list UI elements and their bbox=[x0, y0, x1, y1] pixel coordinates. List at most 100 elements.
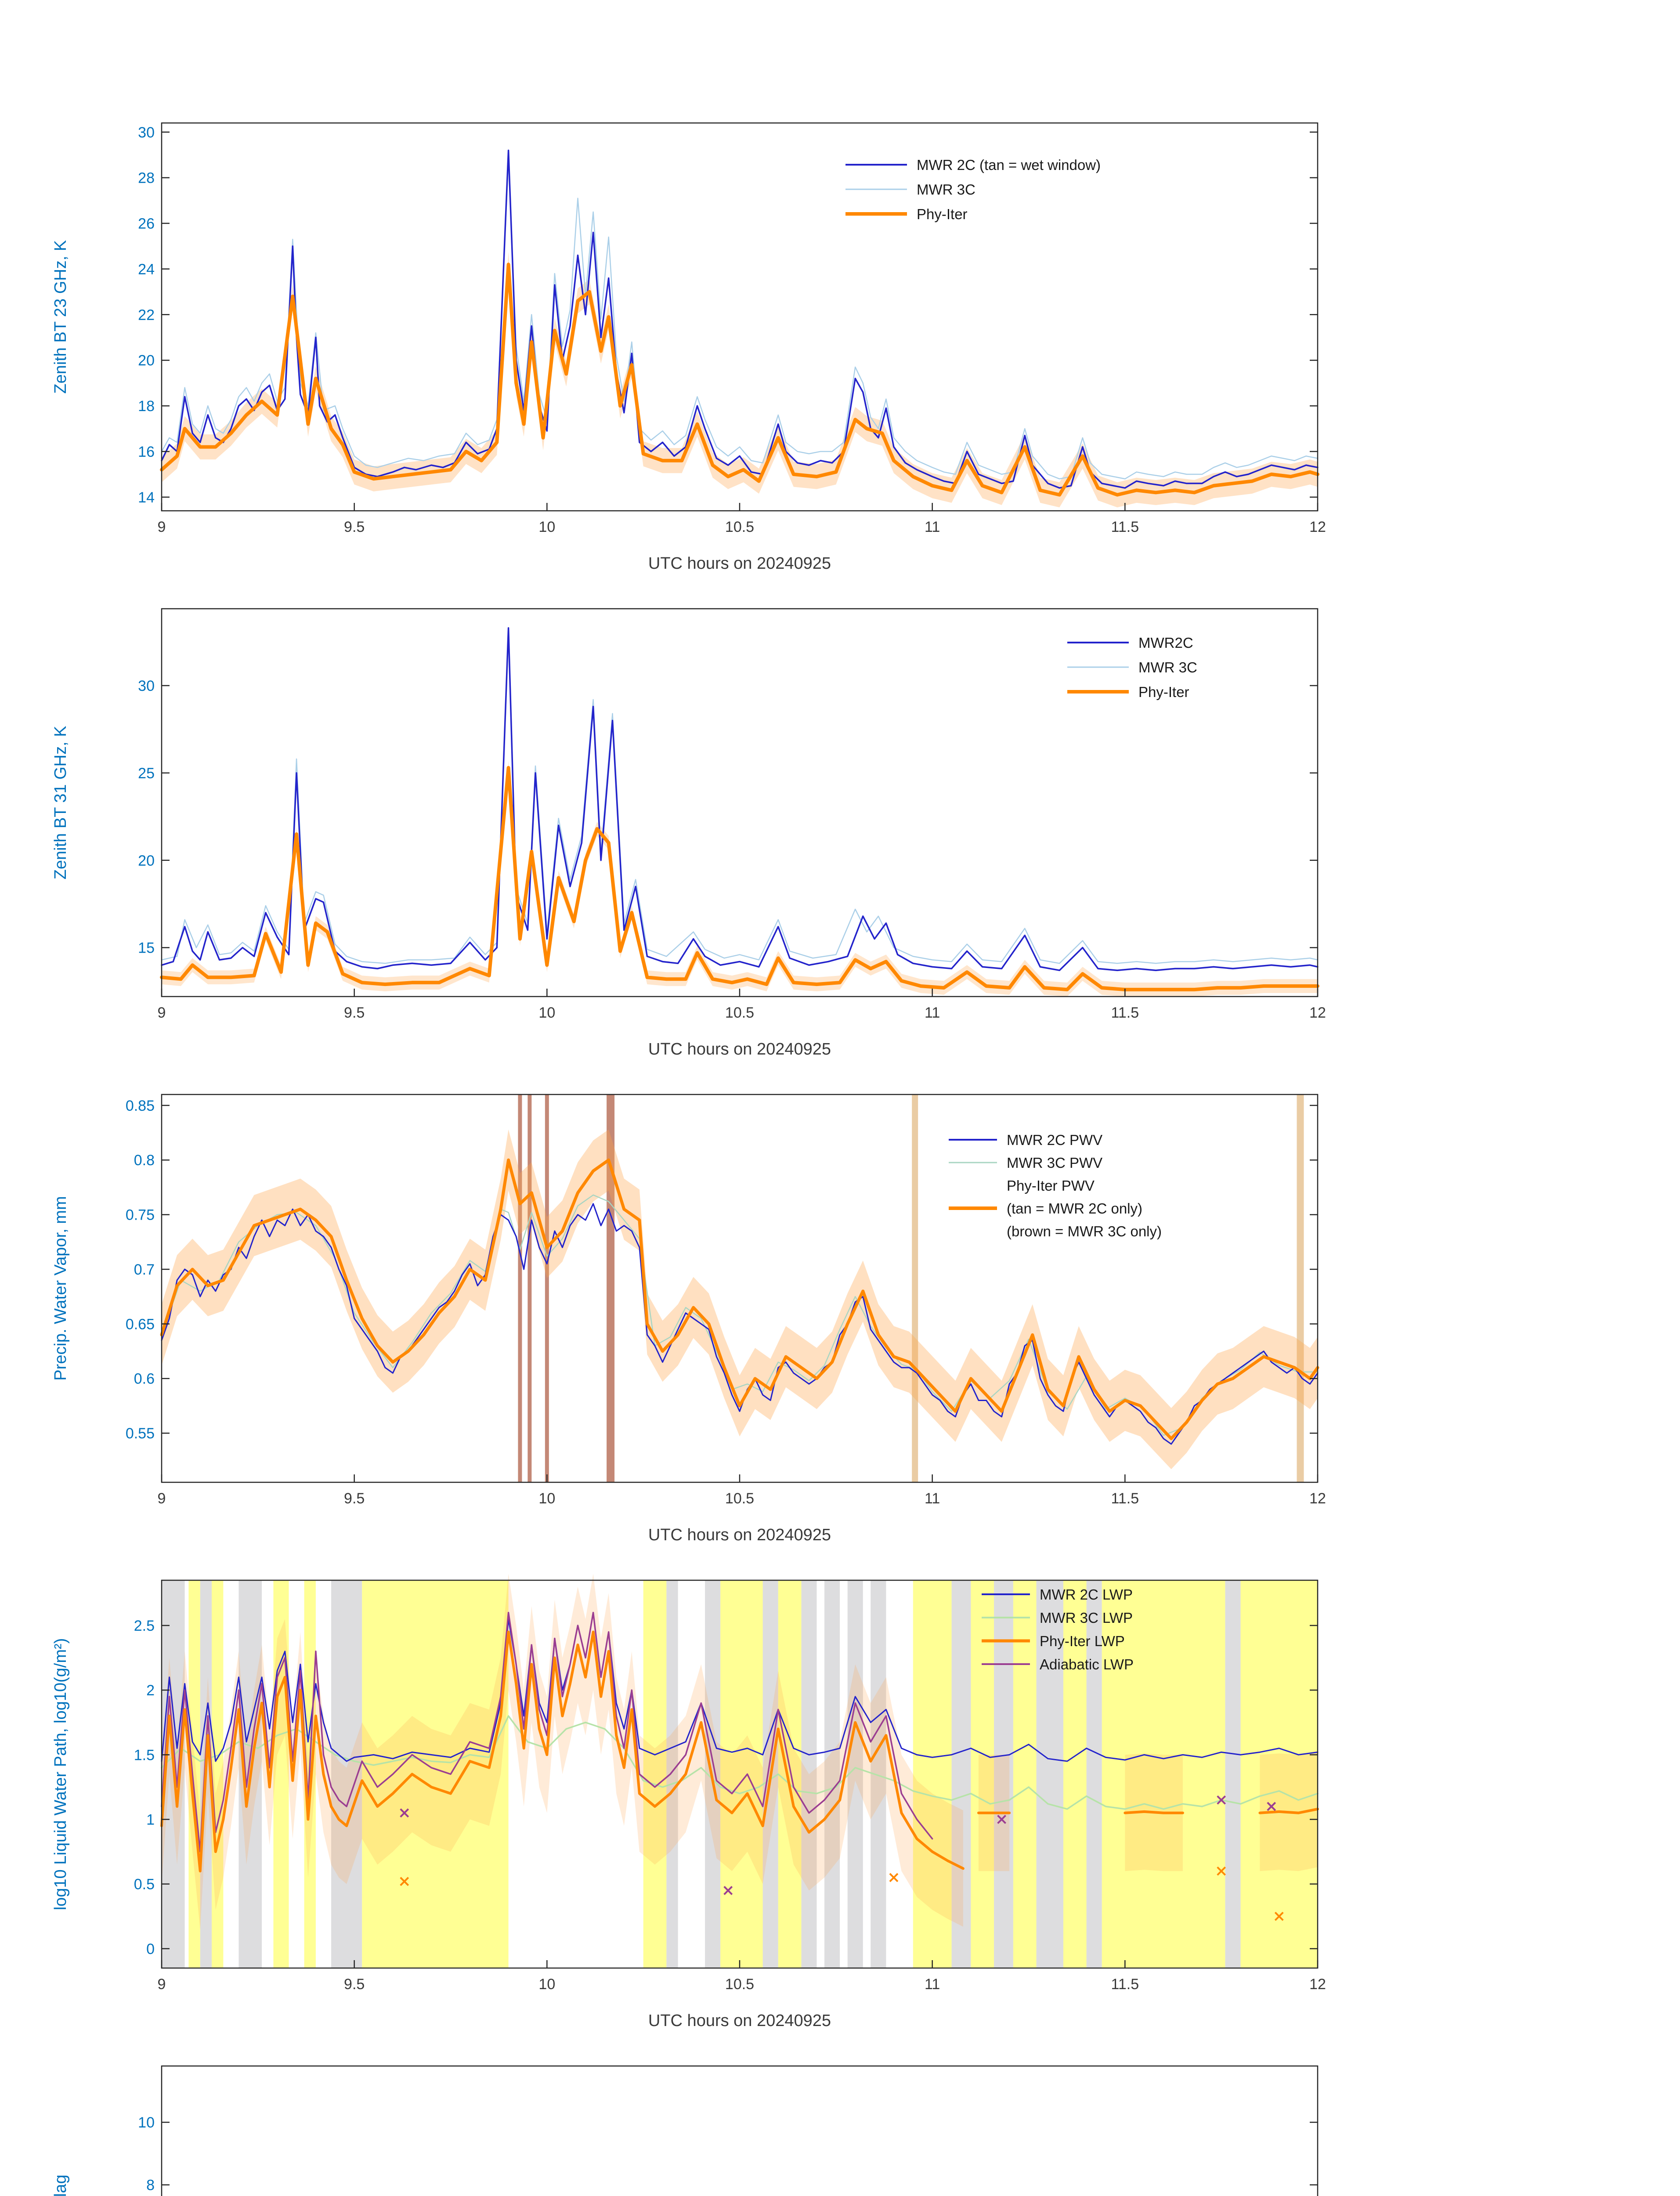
y-tick-label: 14 bbox=[138, 489, 155, 506]
background-band bbox=[1013, 1580, 1037, 1968]
y-axis-label: Zenith BT 23 GHz, K bbox=[51, 240, 70, 394]
legend-label: MWR 3C bbox=[1138, 659, 1197, 675]
event-bar bbox=[518, 1094, 522, 1482]
legend-label: MWR 3C LWP bbox=[1040, 1610, 1133, 1626]
background-band bbox=[913, 1580, 952, 1968]
x-tick-label: 11 bbox=[925, 1004, 940, 1021]
y-tick-label: 0.55 bbox=[126, 1425, 155, 1442]
background-band bbox=[994, 1580, 1013, 1968]
y-tick-label: 18 bbox=[138, 398, 155, 415]
panel-precip-water-vapor: 9 9.5 10 10.5 11 11.5 12 0.55 0.6 0.65 0.7 0.75 0.8 0… bbox=[51, 1094, 1326, 1544]
y-tick-label: 26 bbox=[138, 216, 155, 232]
x-tick-label: 11.5 bbox=[1111, 1976, 1139, 1993]
legend-label: (tan = MWR 2C only) bbox=[1007, 1200, 1142, 1217]
background-band bbox=[778, 1580, 802, 1968]
y-tick-label: 24 bbox=[138, 261, 155, 278]
background-band bbox=[643, 1580, 667, 1968]
x-tick-label: 11.5 bbox=[1111, 1004, 1139, 1021]
y-tick-label: 2 bbox=[146, 1682, 155, 1699]
legend-label: MWR 2C (tan = wet window) bbox=[917, 157, 1101, 173]
y-tick-label: 25 bbox=[138, 765, 155, 782]
legend-label: MWR 2C PWV bbox=[1007, 1132, 1102, 1148]
y-tick-label: 0.8 bbox=[134, 1152, 155, 1169]
y-tick-label: 0.5 bbox=[134, 1876, 155, 1893]
x-marker bbox=[1267, 1802, 1276, 1811]
y-tick-label: 8 bbox=[146, 2177, 155, 2194]
y-tick-label: 16 bbox=[138, 444, 155, 460]
x-tick-label: 12 bbox=[1309, 1976, 1326, 1993]
legend-label: MWR 3C PWV bbox=[1007, 1155, 1102, 1171]
legend-label: Phy-Iter bbox=[917, 206, 968, 222]
x-tick-label: 12 bbox=[1309, 1004, 1326, 1021]
legend-label: Phy-Iter PWV bbox=[1007, 1177, 1095, 1194]
x-tick-label: 9.5 bbox=[344, 1976, 365, 1993]
event-bar bbox=[1297, 1094, 1304, 1482]
x-tick-label: 10 bbox=[538, 1004, 555, 1021]
phy-iter-lwp-uncertainty-band bbox=[162, 1574, 963, 1929]
background-band bbox=[824, 1580, 840, 1968]
legend-label: MWR 3C bbox=[917, 181, 975, 198]
phy-iter-pwv-uncertainty-band bbox=[162, 1129, 1318, 1470]
x-tick-label: 10.5 bbox=[725, 519, 754, 535]
mwr-3c-lwp-line bbox=[161, 1715, 1319, 1810]
legend-label: Phy-Iter LWP bbox=[1040, 1633, 1125, 1649]
x-marker bbox=[1274, 1911, 1284, 1921]
x-marker bbox=[400, 1808, 409, 1818]
y-tick-label: 0.75 bbox=[126, 1207, 155, 1224]
y-axis-label: Zenith BT 31 GHz, K bbox=[51, 726, 70, 880]
background-band bbox=[1036, 1580, 1063, 1968]
x-tick-label: 9.5 bbox=[344, 1004, 365, 1021]
x-tick-label: 10 bbox=[538, 1490, 555, 1507]
x-axis-label: UTC hours on 20240925 bbox=[648, 1040, 831, 1058]
legend-label: (brown = MWR 3C only) bbox=[1007, 1223, 1162, 1239]
x-marker bbox=[889, 1873, 899, 1882]
y-tick-label: 0.65 bbox=[126, 1316, 155, 1333]
x-axis-label: UTC hours on 20240925 bbox=[648, 2012, 831, 2030]
x-tick-label: 11 bbox=[925, 1490, 940, 1507]
x-tick-label: 11 bbox=[925, 1976, 940, 1993]
x-tick-label: 9.5 bbox=[344, 519, 365, 535]
x-marker bbox=[997, 1815, 1007, 1824]
x-axis-label: UTC hours on 20240925 bbox=[648, 554, 831, 573]
x-marker bbox=[723, 1885, 733, 1895]
y-tick-label: 30 bbox=[138, 124, 155, 141]
background-band bbox=[212, 1580, 224, 1968]
background-band bbox=[362, 1580, 509, 1968]
y-tick-label: 0.85 bbox=[126, 1098, 155, 1114]
mwr-2c-line bbox=[161, 627, 1319, 972]
y-axis-label: MWR Phy Iter DQ Flag bbox=[51, 2174, 70, 2196]
axes-box bbox=[161, 2065, 1319, 2196]
background-band bbox=[1086, 1580, 1102, 1968]
x-tick-label: 10.5 bbox=[725, 1490, 754, 1507]
axes-box bbox=[161, 122, 1319, 512]
x-axis-label: UTC hours on 20240925 bbox=[648, 1526, 831, 1544]
phy-iter-lwp-line bbox=[1124, 1810, 1184, 1814]
event-bar bbox=[545, 1094, 549, 1482]
phy-iter-lwp-line bbox=[160, 1630, 965, 1873]
event-bar bbox=[527, 1094, 532, 1482]
legend-label: Phy-Iter bbox=[1138, 684, 1189, 700]
legend-label: MWR2C bbox=[1138, 635, 1193, 651]
adiabatic-lwp-line bbox=[161, 1611, 933, 1853]
background-band bbox=[1240, 1580, 1318, 1968]
panel-zenith-bt-23ghz: 9 9.5 10 10.5 11 11.5 12 14 16 18 20 22 24 26 28 30 Zeni… bbox=[51, 122, 1326, 573]
phy-iter-line bbox=[160, 263, 1319, 497]
background-band bbox=[1063, 1580, 1087, 1968]
background-band bbox=[1102, 1580, 1225, 1968]
background-band bbox=[666, 1580, 678, 1968]
y-tick-label: 15 bbox=[138, 940, 155, 957]
x-tick-label: 9 bbox=[158, 1976, 166, 1993]
y-tick-label: 0.6 bbox=[134, 1371, 155, 1387]
background-band bbox=[1225, 1580, 1241, 1968]
y-tick-label: 28 bbox=[138, 170, 155, 187]
x-tick-label: 10.5 bbox=[725, 1004, 754, 1021]
y-tick-label: 20 bbox=[138, 352, 155, 369]
event-bar bbox=[607, 1094, 615, 1482]
background-band bbox=[951, 1580, 971, 1968]
y-tick-label: 22 bbox=[138, 307, 155, 323]
y-tick-label: 2.5 bbox=[134, 1618, 155, 1634]
x-marker bbox=[1217, 1795, 1226, 1805]
